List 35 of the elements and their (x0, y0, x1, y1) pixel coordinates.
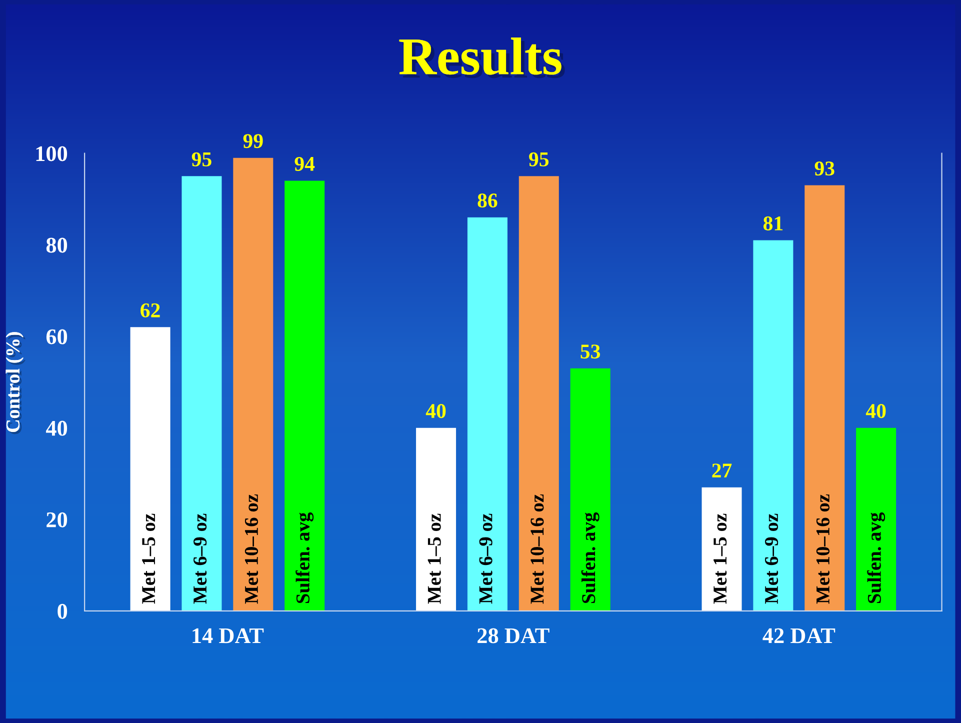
data-label: 40 (866, 404, 886, 418)
text: Met 6–9 oz (479, 514, 492, 604)
data-label: 62 (140, 303, 160, 318)
data-label: 95 (192, 152, 212, 166)
y-axis-title: Control (%) (6, 332, 26, 434)
data-label: 53 (580, 344, 600, 359)
data-label: 93 (814, 162, 834, 176)
y-tick-label: 20 (46, 512, 68, 528)
series-label: Met 1–5 oz (142, 514, 156, 604)
series-label: Met 6–9 oz (194, 514, 207, 604)
text: Sulfen. avg (867, 512, 886, 604)
text: Met 1–5 oz (714, 514, 727, 604)
data-label: 81 (763, 216, 783, 230)
x-tick-label: 28 DAT (478, 628, 550, 644)
y-tick-label: 40 (46, 420, 68, 436)
series-label: Sulfen. avg (296, 512, 314, 604)
y-tick-label: 60 (46, 329, 68, 344)
text: Met 1–5 oz (428, 514, 441, 604)
text: Met 6–9 oz (764, 514, 778, 604)
y-tick-label: 80 (46, 238, 68, 253)
data-label: 99 (243, 134, 263, 148)
x-tick-label: 14 DAT (192, 628, 264, 644)
data-label: 40 (426, 404, 446, 418)
text: Sulfen. avg (581, 512, 600, 604)
text: Met 10–16 oz (816, 494, 830, 604)
y-tick-label: 100 (36, 146, 68, 162)
data-label: 27 (712, 464, 732, 478)
data-label: 86 (478, 194, 498, 208)
x-tick-label: 42 DAT (762, 628, 836, 644)
data-label: 94 (294, 156, 315, 171)
data-label: 95 (529, 152, 549, 166)
series-label: Met 10–16 oz (244, 494, 258, 604)
text: Met 10–16 oz (530, 494, 544, 604)
chart-title: Results (399, 38, 565, 78)
y-tick-label: 0 (58, 604, 68, 619)
